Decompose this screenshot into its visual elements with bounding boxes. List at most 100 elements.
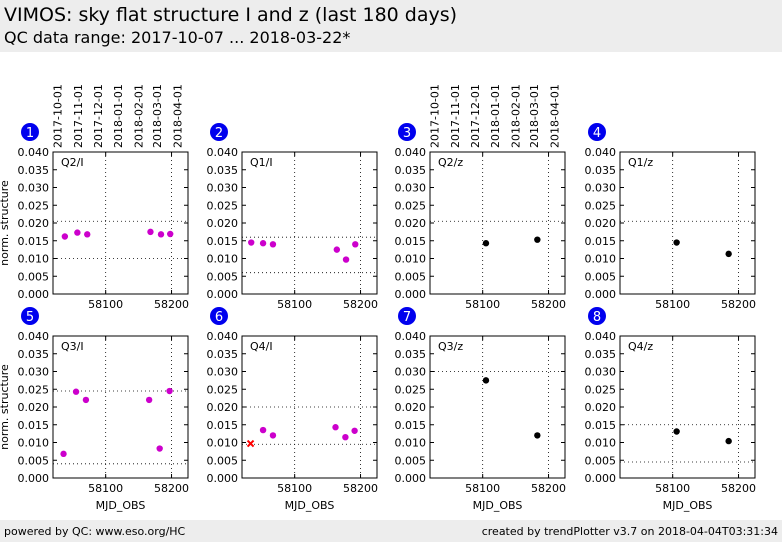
- y-tick-label: 0.030: [395, 366, 427, 379]
- data-point: [482, 377, 490, 384]
- y-tick-label: 0.000: [395, 472, 427, 485]
- y-axis-label: norm. structure: [0, 364, 11, 450]
- panel-number-badge: [210, 123, 228, 141]
- date-tick-label: 2018-02-01: [510, 84, 523, 148]
- data-point: [72, 388, 80, 395]
- y-tick-label: 0.010: [395, 253, 427, 266]
- panel-number: 5: [26, 310, 34, 325]
- date-tick-label: 2018-03-01: [151, 84, 164, 148]
- y-tick-label: 0.010: [18, 437, 50, 450]
- date-tick-label: 2017-10-01: [52, 84, 65, 148]
- y-tick-label: 0.005: [207, 270, 239, 283]
- footer-powered-by: powered by QC: www.eso.org/HC: [4, 525, 186, 538]
- panel-label: Q1/z: [628, 156, 653, 169]
- y-tick-label: 0.015: [207, 235, 239, 248]
- data-point: [351, 427, 358, 434]
- y-tick-label: 0.010: [585, 253, 617, 266]
- date-tick-label: 2018-01-01: [489, 84, 502, 148]
- y-tick-label: 0.000: [207, 472, 239, 485]
- y-tick-label: 0.000: [18, 472, 50, 485]
- x-tick-label: 58200: [721, 482, 756, 495]
- data-point: [352, 241, 359, 248]
- y-tick-label: 0.035: [18, 164, 50, 177]
- data-point: [74, 229, 81, 236]
- data-point: [157, 231, 165, 238]
- data-point: [60, 450, 67, 458]
- y-tick-label: 0.020: [585, 217, 617, 230]
- x-tick-label: 58200: [531, 482, 566, 495]
- data-point: [332, 424, 339, 431]
- panel-label: Q2/z: [438, 156, 463, 169]
- plot-frame: [429, 151, 566, 295]
- date-tick-label: 2018-02-01: [133, 84, 146, 148]
- y-tick-label: 0.040: [207, 146, 239, 159]
- x-tick-label: 58200: [343, 298, 378, 311]
- data-point: [534, 432, 541, 439]
- y-tick-label: 0.030: [18, 182, 50, 195]
- data-point: [342, 433, 349, 441]
- x-axis-label: MJD_OBS: [285, 499, 335, 512]
- date-tick-label: 2018-03-01: [528, 84, 541, 148]
- y-tick-label: 0.030: [18, 366, 50, 379]
- data-point: [259, 426, 267, 434]
- y-tick-label: 0.030: [207, 366, 239, 379]
- y-tick-label: 0.010: [585, 437, 617, 450]
- y-tick-label: 0.005: [207, 454, 239, 467]
- x-tick-label: 58200: [343, 482, 378, 495]
- panel-number: 2: [215, 126, 223, 141]
- y-tick-label: 0.020: [207, 217, 239, 230]
- y-tick-label: 0.040: [207, 330, 239, 343]
- y-tick-label: 0.040: [585, 330, 617, 343]
- y-tick-label: 0.015: [395, 235, 427, 248]
- panel-label: Q3/I: [61, 340, 84, 353]
- y-tick-label: 0.025: [585, 383, 617, 396]
- panel-number-badge: [398, 123, 416, 141]
- footer-bar: powered by QC: www.eso.org/HC created by…: [0, 520, 782, 542]
- y-tick-label: 0.025: [395, 383, 427, 396]
- panel-label: Q2/I: [61, 156, 84, 169]
- y-tick-label: 0.035: [18, 348, 50, 361]
- panel-label: Q4/I: [250, 340, 273, 353]
- y-tick-label: 0.040: [18, 146, 50, 159]
- data-point: [534, 236, 541, 243]
- x-tick-label: 58100: [465, 298, 500, 311]
- x-tick-label: 58100: [465, 482, 500, 495]
- plot-frame: [52, 335, 189, 479]
- data-point: [166, 387, 173, 395]
- x-tick-label: 58200: [531, 298, 566, 311]
- y-tick-label: 0.030: [207, 182, 239, 195]
- date-tick-label: 2017-12-01: [469, 84, 482, 148]
- panel-label: Q1/I: [250, 156, 273, 169]
- y-tick-label: 0.015: [18, 235, 50, 248]
- y-tick-label: 0.015: [207, 419, 239, 432]
- y-tick-label: 0.030: [395, 182, 427, 195]
- y-tick-label: 0.025: [585, 199, 617, 212]
- plot-frame: [429, 335, 566, 479]
- x-tick-label: 58100: [277, 298, 312, 311]
- x-axis-label: MJD_OBS: [663, 499, 713, 512]
- y-tick-label: 0.040: [585, 146, 617, 159]
- x-axis-label: MJD_OBS: [96, 499, 146, 512]
- x-tick-label: 58200: [154, 298, 189, 311]
- data-point: [673, 239, 680, 246]
- y-tick-label: 0.005: [18, 454, 50, 467]
- panel-number: 8: [593, 310, 601, 325]
- y-tick-label: 0.010: [207, 253, 239, 266]
- y-tick-label: 0.035: [395, 348, 427, 361]
- y-tick-label: 0.035: [207, 348, 239, 361]
- data-point: [82, 396, 90, 404]
- date-tick-label: 2018-04-01: [548, 84, 561, 148]
- y-tick-label: 0.020: [18, 217, 50, 230]
- date-tick-label: 2018-01-01: [112, 84, 125, 148]
- page-title: VIMOS: sky flat structure I and z (last …: [4, 4, 458, 26]
- y-tick-label: 0.000: [585, 472, 617, 485]
- y-tick-label: 0.020: [18, 401, 50, 414]
- data-point: [725, 250, 732, 258]
- x-tick-label: 58200: [721, 298, 756, 311]
- y-tick-label: 0.005: [18, 270, 50, 283]
- x-tick-label: 58100: [277, 482, 312, 495]
- x-tick-label: 58100: [88, 298, 123, 311]
- y-tick-label: 0.020: [395, 217, 427, 230]
- panel-number-badge: [588, 123, 606, 141]
- y-tick-label: 0.035: [585, 348, 617, 361]
